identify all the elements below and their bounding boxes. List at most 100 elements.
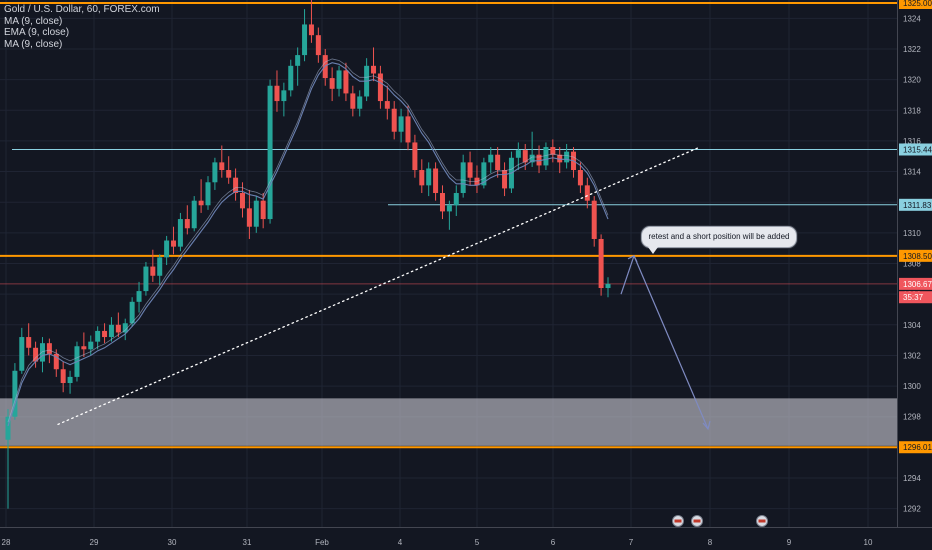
- candle-body[interactable]: [543, 147, 549, 166]
- candle-body[interactable]: [205, 182, 211, 206]
- candle-body[interactable]: [260, 200, 266, 220]
- time-scale[interactable]: [0, 527, 932, 550]
- candle-body[interactable]: [502, 170, 508, 189]
- price-label-box[interactable]: [899, 198, 932, 211]
- candle-body[interactable]: [19, 337, 25, 371]
- candle-body[interactable]: [481, 162, 487, 186]
- candle-body[interactable]: [584, 185, 590, 201]
- projection-down[interactable]: [633, 255, 709, 430]
- candle-body[interactable]: [281, 90, 287, 102]
- price-label-box[interactable]: [899, 143, 932, 156]
- price-scale[interactable]: [897, 0, 932, 550]
- candle-body[interactable]: [467, 162, 473, 178]
- candle-body[interactable]: [557, 154, 563, 163]
- candle-body[interactable]: [357, 96, 363, 109]
- candle-body[interactable]: [405, 116, 411, 143]
- indicator-ema[interactable]: EMA (9, close): [4, 27, 70, 38]
- candle-body[interactable]: [439, 193, 445, 212]
- candle-body[interactable]: [267, 85, 273, 220]
- candle-body[interactable]: [377, 73, 383, 102]
- candle-body[interactable]: [598, 238, 604, 289]
- candle-body[interactable]: [605, 283, 611, 289]
- candle-body[interactable]: [67, 376, 73, 384]
- candle-body[interactable]: [343, 70, 349, 94]
- candle-body[interactable]: [495, 154, 501, 171]
- candle-body[interactable]: [522, 150, 528, 163]
- candle-body[interactable]: [412, 142, 418, 171]
- indicator-ma-2[interactable]: MA (9, close): [4, 38, 63, 50]
- candle-body[interactable]: [426, 168, 432, 186]
- price-label-box[interactable]: [899, 441, 932, 454]
- candle-body[interactable]: [460, 162, 466, 194]
- candle-body[interactable]: [350, 93, 356, 109]
- candle-body[interactable]: [26, 337, 32, 348]
- candle-body[interactable]: [371, 65, 377, 74]
- indicator-ma-1[interactable]: MA (9, close): [4, 15, 63, 27]
- candle-body[interactable]: [453, 193, 459, 206]
- candle-body[interactable]: [246, 208, 252, 227]
- candle-body[interactable]: [171, 240, 177, 247]
- candle-body[interactable]: [488, 154, 494, 163]
- candle-body[interactable]: [329, 78, 335, 89]
- candle-body[interactable]: [295, 55, 301, 66]
- candle-body[interactable]: [315, 35, 321, 56]
- candle-body[interactable]: [398, 116, 404, 132]
- candle-body[interactable]: [198, 200, 204, 206]
- candle-body[interactable]: [46, 343, 52, 354]
- candle-body[interactable]: [150, 266, 156, 276]
- annotation-callout[interactable]: retest and a short position will be adde…: [641, 226, 797, 254]
- candle-body[interactable]: [391, 108, 397, 132]
- candle-body[interactable]: [591, 200, 597, 239]
- candle-body[interactable]: [233, 177, 239, 194]
- candle-body[interactable]: [191, 200, 197, 229]
- symbol-title[interactable]: Gold / U.S. Dollar, 60, FOREX.com: [4, 4, 160, 15]
- ema-line[interactable]: [7, 58, 609, 423]
- candle-body[interactable]: [164, 240, 170, 258]
- price-label-box[interactable]: [899, 249, 932, 262]
- candle-body[interactable]: [515, 150, 521, 158]
- candle-body[interactable]: [212, 162, 218, 183]
- candle-body[interactable]: [226, 170, 232, 178]
- projection-up[interactable]: [620, 255, 635, 295]
- demand-zone[interactable]: [0, 398, 897, 446]
- candle-body[interactable]: [33, 347, 39, 362]
- candle-body[interactable]: [122, 323, 128, 333]
- candle-body[interactable]: [419, 170, 425, 186]
- candle-body[interactable]: [446, 205, 452, 212]
- candle-body[interactable]: [274, 85, 280, 102]
- candle-body[interactable]: [577, 170, 583, 186]
- candle-body[interactable]: [253, 200, 259, 227]
- candle-body[interactable]: [5, 416, 11, 440]
- candle-body[interactable]: [157, 257, 163, 276]
- candle-body[interactable]: [177, 219, 183, 247]
- candle-body[interactable]: [288, 65, 294, 91]
- candle-body[interactable]: [529, 154, 535, 163]
- ma-line[interactable]: [7, 62, 609, 427]
- price-label-box[interactable]: [899, 0, 932, 9]
- candle-body[interactable]: [184, 219, 190, 229]
- candle-body[interactable]: [129, 301, 135, 324]
- candle-body[interactable]: [336, 70, 342, 89]
- candle-body[interactable]: [12, 370, 18, 417]
- candle-body[interactable]: [143, 266, 149, 292]
- candle-body[interactable]: [53, 353, 59, 370]
- candle-body[interactable]: [115, 324, 121, 333]
- candle-body[interactable]: [564, 151, 570, 163]
- candle-body[interactable]: [550, 147, 556, 155]
- candle-body[interactable]: [108, 324, 114, 338]
- candle-body[interactable]: [39, 343, 45, 362]
- candle-body[interactable]: [60, 369, 66, 384]
- candle-body[interactable]: [384, 101, 390, 109]
- candle-body[interactable]: [102, 330, 108, 338]
- candle-body[interactable]: [536, 154, 542, 166]
- candle-body[interactable]: [308, 24, 314, 36]
- candle-body[interactable]: [136, 291, 142, 302]
- price-label-box[interactable]: [899, 277, 932, 290]
- candle-body[interactable]: [302, 24, 308, 56]
- candle-body[interactable]: [95, 330, 101, 342]
- candle-body[interactable]: [219, 162, 225, 171]
- candle-body[interactable]: [433, 168, 439, 194]
- candle-body[interactable]: [81, 346, 87, 350]
- candle-body[interactable]: [88, 341, 94, 350]
